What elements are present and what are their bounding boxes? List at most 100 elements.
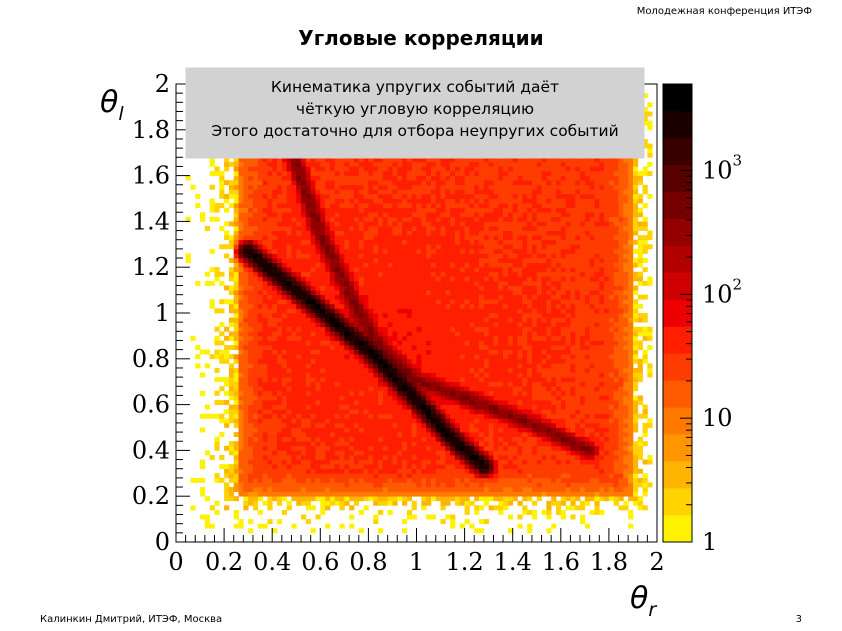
- heatmap-cell: [479, 171, 485, 176]
- heatmap-cell: [474, 262, 480, 268]
- heatmap-cell: [325, 262, 331, 268]
- heatmap-cell: [416, 166, 422, 172]
- heatmap-cell: [262, 212, 268, 218]
- heatmap-cell: [387, 340, 393, 346]
- heatmap-cell: [238, 262, 244, 268]
- heatmap-cell: [262, 280, 268, 286]
- heatmap-cell: [252, 400, 259, 405]
- heatmap-cell: [329, 413, 336, 419]
- heatmap-cell: [233, 367, 239, 373]
- heatmap-cell: [426, 445, 432, 451]
- heatmap-cell: [474, 468, 480, 474]
- heatmap-cell: [320, 299, 326, 305]
- heatmap-cell: [267, 212, 273, 218]
- heatmap-cell: [353, 459, 360, 465]
- heatmap-cell: [382, 175, 388, 181]
- heatmap-cell: [243, 464, 249, 470]
- heatmap-cell: [373, 203, 379, 209]
- heatmap-cell: [209, 184, 215, 190]
- heatmap-cell: [445, 409, 451, 415]
- heatmap-cell: [363, 267, 369, 273]
- heatmap-cell: [378, 313, 384, 318]
- heatmap-cell: [387, 400, 393, 405]
- heatmap-cell: [387, 454, 393, 460]
- heatmap-cell: [459, 441, 465, 447]
- heatmap-cell: [320, 294, 326, 300]
- heatmap-cell: [281, 404, 287, 410]
- heatmap-cell: [464, 326, 470, 332]
- heatmap-cell: [286, 203, 292, 209]
- heatmap-cell: [353, 308, 360, 314]
- heatmap-cell: [378, 198, 384, 204]
- heatmap-cell: [430, 473, 437, 479]
- heatmap-cell: [454, 171, 461, 176]
- heatmap-cell: [296, 175, 302, 181]
- heatmap-cell: [272, 363, 278, 369]
- heatmap-cell: [440, 212, 446, 218]
- heatmap-cell: [281, 441, 287, 447]
- heatmap-cell: [392, 216, 398, 222]
- heatmap-cell: [262, 377, 268, 383]
- heatmap-cell: [402, 445, 408, 451]
- heatmap-cell: [464, 175, 470, 181]
- heatmap-cell: [238, 294, 244, 300]
- heatmap-cell: [334, 184, 340, 190]
- heatmap-cell: [387, 363, 393, 369]
- heatmap-cell: [402, 418, 408, 424]
- heatmap-cell: [281, 454, 287, 460]
- heatmap-cell: [450, 432, 456, 438]
- heatmap-cell: [421, 372, 427, 378]
- heatmap-cell: [315, 358, 321, 364]
- heatmap-cell: [435, 262, 441, 268]
- heatmap-cell: [464, 313, 470, 318]
- heatmap-cell: [219, 189, 225, 195]
- heatmap-cell: [474, 386, 480, 392]
- heatmap-cell: [267, 340, 273, 346]
- heatmap-cell: [204, 225, 211, 231]
- heatmap-cell: [483, 491, 489, 497]
- heatmap-cell: [464, 225, 470, 231]
- heatmap-cell: [469, 290, 475, 296]
- heatmap-cell: [277, 271, 283, 277]
- heatmap-cell: [382, 299, 388, 305]
- heatmap-cell: [320, 203, 326, 209]
- heatmap-cell: [483, 326, 489, 332]
- heatmap-cell: [291, 464, 297, 470]
- heatmap-cell: [320, 422, 326, 428]
- heatmap-cell: [281, 395, 287, 401]
- heatmap-cell: [281, 276, 287, 282]
- heatmap-cell: [329, 491, 336, 497]
- heatmap-cell: [248, 285, 254, 291]
- heatmap-cell: [257, 262, 263, 268]
- heatmap-cell: [281, 477, 287, 483]
- heatmap-cell: [281, 180, 287, 186]
- heatmap-cell: [315, 432, 321, 438]
- heatmap-cell: [450, 427, 456, 433]
- heatmap-cell: [358, 294, 364, 300]
- heatmap-cell: [329, 271, 336, 277]
- heatmap-cell: [363, 413, 369, 419]
- heatmap-cell: [353, 198, 360, 204]
- heatmap-cell: [358, 441, 364, 447]
- heatmap-cell: [358, 390, 364, 396]
- heatmap-cell: [257, 523, 263, 529]
- heatmap-cell: [291, 161, 297, 167]
- heatmap-cell: [459, 322, 465, 328]
- heatmap-cell: [257, 198, 263, 204]
- heatmap-cell: [382, 367, 388, 373]
- heatmap-cell: [267, 308, 273, 314]
- heatmap-cell: [257, 418, 263, 424]
- heatmap-cell: [334, 267, 340, 273]
- heatmap-cell: [406, 193, 413, 199]
- heatmap-cell: [248, 290, 254, 296]
- heatmap-cell: [272, 313, 278, 318]
- heatmap-cell: [339, 335, 345, 341]
- heatmap-cell: [387, 491, 393, 497]
- heatmap-cell: [329, 322, 336, 328]
- heatmap-cell: [291, 322, 297, 328]
- heatmap-cell: [349, 377, 355, 383]
- heatmap-cell: [305, 276, 312, 282]
- heatmap-cell: [445, 422, 451, 428]
- heatmap-cell: [454, 454, 461, 460]
- heatmap-cell: [233, 413, 239, 419]
